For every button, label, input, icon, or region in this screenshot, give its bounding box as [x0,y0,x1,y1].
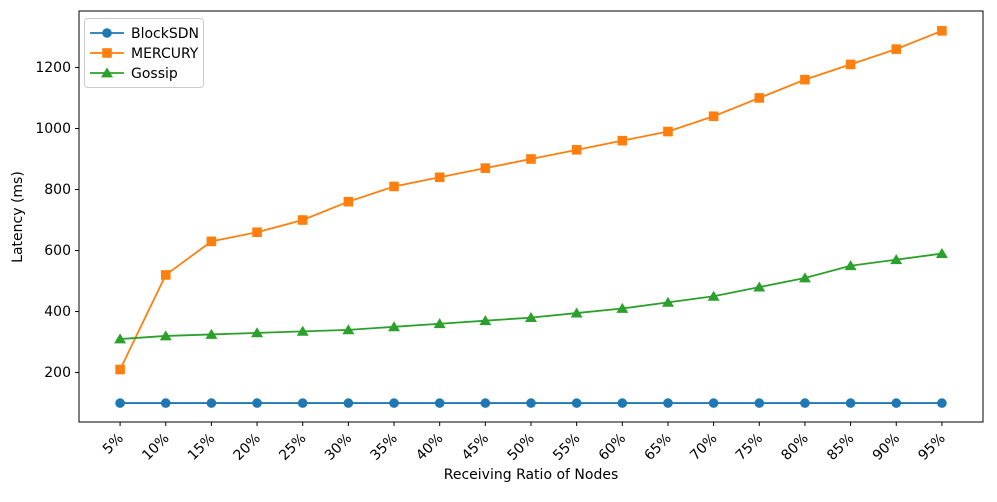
data-point-mercury [571,145,582,155]
x-tick-label: 90% [870,431,903,464]
data-point-gossip [159,330,172,341]
data-point-gossip [753,281,766,292]
x-tick-label: 40% [413,431,446,464]
data-point-gossip [707,290,720,301]
data-point-mercury [891,44,902,54]
data-point-mercury [434,172,445,183]
data-point-mercury [617,135,628,146]
data-point-mercury [800,74,810,85]
data-point-mercury [708,111,719,122]
data-point-blocksdn [663,398,673,408]
data-point-mercury [754,93,765,103]
data-point-mercury [252,227,262,238]
data-point-blocksdn [708,398,719,408]
data-point-blocksdn [891,398,902,408]
data-point-blocksdn [297,398,308,408]
x-tick-label: 15% [185,431,218,464]
data-point-gossip [251,327,264,338]
y-axis-ticks: 200 400 600 800 1000 1200 [35,60,79,381]
data-point-gossip [661,296,674,307]
data-point-gossip [342,324,355,335]
x-tick-label: 20% [231,431,264,464]
data-point-mercury [937,26,947,36]
x-axis-label: Receiving Ratio of Nodes [444,467,618,483]
x-tick-label: 25% [276,431,309,464]
data-point-gossip [798,272,811,283]
data-point-blocksdn [617,398,628,408]
data-point-gossip [616,302,629,313]
x-tick-label: 70% [687,431,720,464]
plot-frame [78,10,984,423]
data-point-blocksdn [115,398,125,408]
data-point-mercury [160,270,171,280]
data-point-blocksdn [343,398,354,408]
x-tick-label: 95% [915,431,948,464]
legend-label: Gossip [131,66,178,82]
x-tick-label: 45% [459,431,492,464]
data-point-blocksdn [754,398,765,408]
data-point-mercury [663,126,673,137]
legend-triangle-icon [101,67,113,78]
legend-label: BlockSDN [131,26,199,42]
data-point-mercury [297,215,308,225]
x-tick-label: 30% [322,431,355,464]
legend-label: MERCURY [131,46,199,62]
legend-square-icon [102,48,112,58]
y-tick-label: 1000 [35,121,71,137]
data-point-blocksdn [252,398,262,408]
data-point-gossip [205,328,218,339]
series-group [114,26,948,408]
x-tick-label: 35% [368,431,401,464]
data-point-gossip [114,333,127,344]
data-point-blocksdn [389,398,399,408]
data-point-blocksdn [937,398,947,408]
legend-circle-icon [102,28,112,38]
data-point-mercury [206,236,217,247]
x-tick-label: 5% [100,431,127,458]
y-axis-label: Latency (ms) [10,171,26,263]
data-point-gossip [388,321,401,332]
y-tick-label: 600 [44,243,71,259]
y-tick-label: 1200 [35,60,71,76]
data-point-gossip [525,312,537,323]
data-point-blocksdn [526,398,536,408]
data-point-gossip [296,325,309,336]
x-tick-label: 75% [733,431,766,464]
x-tick-label: 55% [550,431,583,464]
data-point-mercury [845,59,856,70]
data-point-gossip [570,307,583,318]
data-point-blocksdn [480,398,491,408]
data-point-blocksdn [571,398,582,408]
x-tick-label: 85% [824,431,857,464]
x-axis-ticks: 5% 10% 15% 20% 25% 30% 35% 40% 45% 50% 55% 60% 65% 70… [100,422,949,464]
legend-box [84,18,204,88]
x-tick-label: 10% [139,431,172,464]
data-point-mercury [389,181,399,192]
data-point-blocksdn [845,398,856,408]
x-tick-label: 65% [641,431,674,464]
data-point-mercury [526,154,536,164]
data-point-blocksdn [206,398,217,408]
data-point-blocksdn [800,398,810,408]
data-point-mercury [480,163,491,173]
data-point-gossip [844,260,857,271]
x-tick-label: 60% [596,431,629,464]
legend: BlockSDN MERCURY Gossip [84,18,204,88]
x-tick-label: 50% [505,431,538,464]
y-tick-label: 800 [44,182,71,198]
x-tick-label: 80% [778,431,811,464]
data-point-gossip [935,247,948,258]
data-point-gossip [479,315,492,326]
series-line-gossip [120,252,943,340]
data-point-blocksdn [160,398,171,408]
y-tick-label: 200 [44,365,71,381]
data-point-blocksdn [434,398,445,408]
y-tick-label: 400 [44,304,71,320]
data-point-gossip [890,254,903,265]
data-point-mercury [115,364,125,375]
data-point-gossip [433,318,446,329]
data-point-mercury [343,196,354,207]
